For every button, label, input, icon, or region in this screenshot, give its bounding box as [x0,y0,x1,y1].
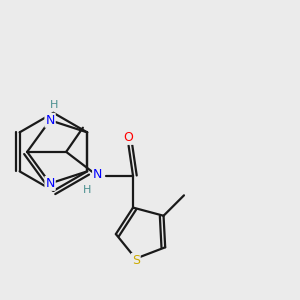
Text: N: N [93,168,102,181]
Text: H: H [83,185,92,195]
Text: N: N [45,114,55,127]
Text: H: H [50,100,58,110]
Text: O: O [124,131,134,144]
Text: S: S [132,254,140,267]
Text: N: N [45,177,55,190]
